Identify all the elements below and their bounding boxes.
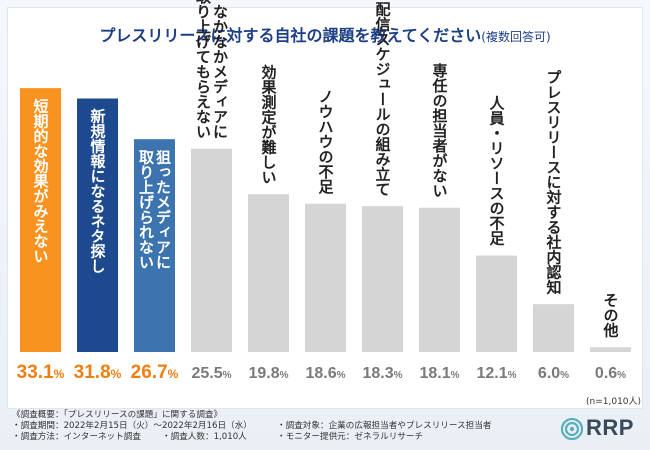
- bar-label-9: 人員・リソースの不足: [488, 96, 506, 247]
- bar-2: [77, 98, 118, 352]
- value-label-8: 18.1%: [419, 365, 459, 382]
- bar-label-5: 効果測定が難しい: [260, 63, 278, 184]
- bar-11: [590, 347, 631, 352]
- survey-respondents: ・調査人数：1,010人: [162, 432, 247, 442]
- bar-label-3: 取り上げられない: [137, 149, 155, 269]
- value-label-2: 31.8%: [74, 362, 122, 383]
- bar-label-1: 短期的な効果がみえない: [32, 97, 50, 263]
- value-label-9: 12.1%: [476, 365, 516, 382]
- bar-1: [20, 88, 61, 352]
- bar-label-4: 取り上げてもらえない: [194, 0, 212, 139]
- bar-7: [362, 206, 403, 352]
- bar-label-3: 狙ったメディアに: [154, 149, 172, 269]
- chart-title-sub: (複数回答可): [481, 30, 551, 44]
- value-label-7: 18.3%: [362, 365, 402, 382]
- survey-method: ・調査方法：インターネット調査: [12, 432, 141, 442]
- bar-10: [533, 304, 574, 352]
- value-label-1: 33.1%: [17, 362, 65, 383]
- bar-label-8: 専任の担当者がない: [431, 62, 449, 198]
- bar-3: [134, 139, 175, 352]
- bar-label-10: プレスリリースに対する社内認知: [545, 69, 563, 295]
- value-label-6: 18.6%: [305, 365, 345, 382]
- survey-period: ・調査期間：2022年2月15日（火）〜2022年2月16日（水）: [12, 421, 252, 431]
- value-label-11: 0.6%: [595, 365, 626, 382]
- survey-summary: 《調査概要：「プレスリリースの課題」に関する調査》: [12, 410, 223, 420]
- bar-4: [191, 148, 232, 352]
- bar-label-11: その他: [602, 292, 620, 338]
- bar-5: [248, 194, 289, 352]
- rrp-logo: RRP: [560, 413, 640, 441]
- bar-label-6: ノウハウの不足: [317, 89, 335, 195]
- survey-provider: ・モニター提供元：ゼネラルリサーチ: [277, 432, 424, 442]
- bar-label-7: 配信スケジュールの組み立て: [374, 1, 392, 196]
- bar-9: [476, 255, 517, 352]
- survey-target: ・調査対象：企業の広報担当者やプレスリリース担当者: [277, 421, 492, 431]
- chart-title: プレスリリースに対する自社の課題を教えてください(複数回答可): [0, 22, 650, 46]
- bar-label-2: 新規情報になるネタ探し: [89, 108, 107, 274]
- logo-mark-icon: [560, 417, 584, 441]
- value-label-4: 25.5%: [191, 365, 231, 382]
- logo-text: RRP: [586, 415, 634, 440]
- value-label-10: 6.0%: [538, 365, 569, 382]
- value-label-3: 26.7%: [131, 362, 179, 383]
- value-label-5: 19.8%: [248, 365, 288, 382]
- bar-6: [305, 203, 346, 352]
- bar-label-4: なかなかメディアに: [211, 4, 229, 139]
- sample-size-label: (n=1,010人): [586, 397, 642, 407]
- chart-title-main: プレスリリースに対する自社の課題を教えてください: [99, 26, 482, 45]
- bar-8: [419, 207, 460, 352]
